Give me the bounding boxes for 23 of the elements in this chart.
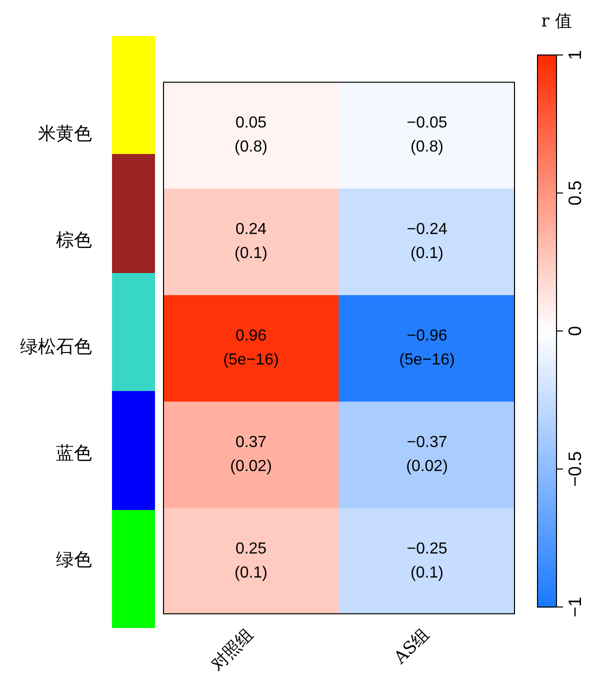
data-label: −0.24 (0.1) xyxy=(406,220,448,262)
data-label: 0.05 (0.8) xyxy=(234,114,268,156)
x-tick-label: 对照组 xyxy=(207,624,258,676)
data-label: 0.37 (0.02) xyxy=(230,434,272,475)
y-tick-label: 绿色 xyxy=(56,550,92,571)
data-label: 0.24 (0.1) xyxy=(234,220,268,262)
y-tick-label: 蓝色 xyxy=(56,443,92,464)
color-bar-label: 0.5 xyxy=(564,180,585,206)
data-label: 0.96 (5e−16) xyxy=(223,327,279,368)
y-tick-label: 棕色 xyxy=(56,230,92,252)
y-tick-label: 绿松石色 xyxy=(20,336,92,358)
color-bar-label: 0 xyxy=(564,326,585,336)
color-bar-title: r 值 xyxy=(541,11,572,32)
color-bar-label: 1 xyxy=(564,50,585,60)
data-label: −0.25 (0.1) xyxy=(406,540,448,582)
data-label: −0.05 (0.8) xyxy=(406,114,448,156)
data-label: −0.37 (0.02) xyxy=(406,434,448,475)
data-label: −0.96 (5e−16) xyxy=(399,327,455,368)
data-label: 0.25 (0.1) xyxy=(234,540,268,582)
color-bar-label: −1 xyxy=(564,596,585,618)
x-tick-label: AS组 xyxy=(390,624,434,669)
color-bar-label: −0.5 xyxy=(564,451,585,487)
y-tick-label: 米黄色 xyxy=(38,124,92,145)
